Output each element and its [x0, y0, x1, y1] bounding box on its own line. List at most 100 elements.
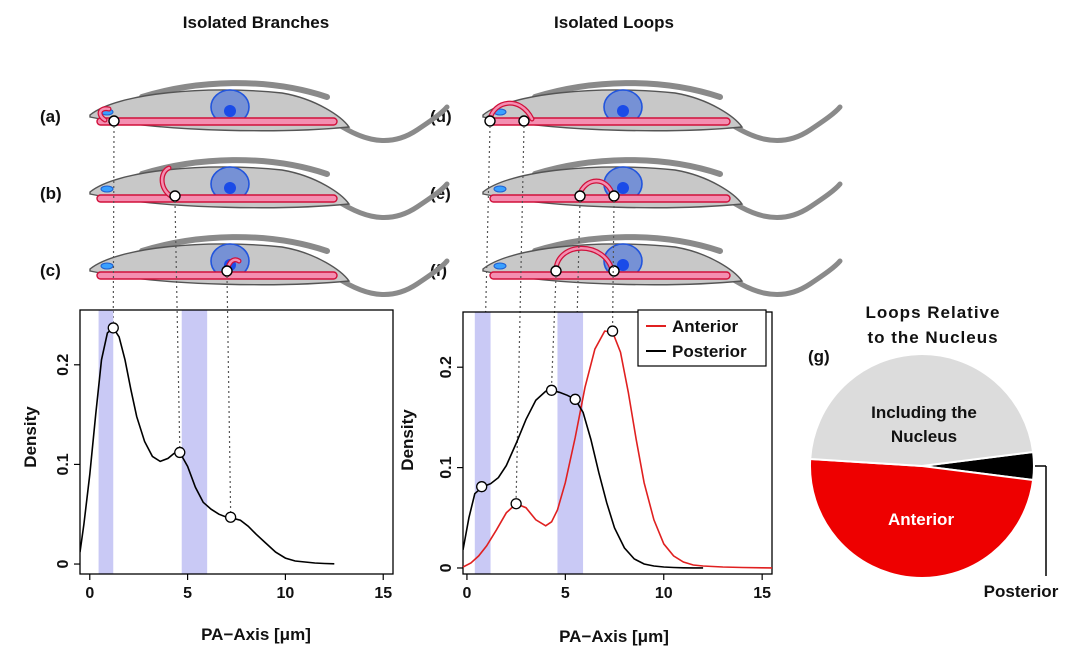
branches-ytick-label-1: 0.1 — [55, 453, 72, 475]
loops-xtick-label-1: 5 — [561, 585, 570, 602]
nucleolus — [224, 105, 236, 117]
branches-xtick-label-3: 15 — [374, 585, 392, 602]
loops-xtick-label-0: 0 — [462, 585, 471, 602]
flagellum-tail — [712, 104, 843, 144]
kinetoplast — [493, 185, 507, 193]
legend-label-posterior: Posterior — [672, 342, 747, 361]
flagellum-ridge — [532, 157, 723, 177]
branches-marker-1 — [174, 446, 186, 459]
branches-xtick-label-0: 0 — [85, 585, 94, 602]
flagellum-tail — [319, 258, 450, 298]
panel-label-g: (g) — [808, 347, 830, 366]
loops-ytick-label-2: 0.2 — [438, 356, 455, 378]
cell-drawing-5 — [482, 234, 843, 298]
connector-line-7 — [611, 200, 615, 327]
loops-ytick-label-0: 0 — [438, 563, 455, 572]
flagellum-ridge — [139, 234, 330, 254]
mitochondrion-tube — [96, 194, 338, 203]
loops-shaded-band-0 — [474, 312, 491, 574]
cell-marker-3 — [484, 115, 496, 127]
loops-xtick-label-3: 15 — [753, 585, 771, 602]
loops-density-plot: 0 5 10 15 0 0.1 0.2 — [438, 311, 773, 602]
loops-ytick-label-1: 0.1 — [438, 456, 455, 478]
flagellum-tail — [712, 258, 843, 298]
cell-drawing-0 — [89, 80, 450, 144]
loops-marker-2 — [545, 384, 558, 396]
loops-xtick-label-2: 10 — [655, 585, 673, 602]
cell-marker-4 — [518, 115, 530, 127]
cell-drawing-4 — [482, 157, 843, 221]
branches-title: Isolated Branches — [183, 13, 329, 32]
cell-marker-0 — [108, 115, 120, 127]
cell-marker-8 — [608, 265, 620, 277]
branches-xtick-label-1: 5 — [183, 585, 192, 602]
pie-slice-0 — [809, 353, 1035, 468]
nucleolus — [224, 182, 236, 194]
pie-title-line1: Loops Relative — [866, 303, 1001, 322]
branches-ytick-label-2: 0.2 — [55, 354, 72, 376]
kinetoplast — [493, 262, 507, 270]
connector-line-0 — [112, 125, 115, 323]
branches-xtick-label-2: 10 — [277, 585, 295, 602]
loops-series-line-0 — [463, 330, 772, 569]
connector-line-5 — [550, 275, 557, 386]
panel-label-d: (d) — [430, 107, 452, 126]
kinetoplast — [100, 185, 114, 193]
branches-plot-frame — [79, 309, 394, 575]
cell-marker-5 — [574, 190, 586, 202]
nucleolus — [617, 182, 629, 194]
loops-shaded-band-1 — [557, 312, 584, 574]
nucleolus — [617, 105, 629, 117]
flagellum-ridge — [139, 80, 330, 100]
loops-marker-0 — [476, 481, 488, 493]
cell-marker-1 — [169, 190, 181, 202]
loops-xlabel: PA−Axis [μm] — [559, 627, 669, 646]
branch-a-fill — [98, 107, 111, 122]
pie-label-including-line1: Including the — [871, 403, 977, 422]
branches-shaded-band-1 — [181, 310, 208, 574]
loop-d-fill — [488, 101, 534, 121]
connector-line-2 — [226, 275, 232, 513]
cell-marker-2 — [221, 265, 233, 277]
panel-label-a: (a) — [40, 107, 61, 126]
cell-drawing-3 — [482, 80, 843, 144]
branches-marker-2 — [224, 511, 237, 523]
branches-marker-0 — [107, 322, 119, 334]
branches-xlabel: PA−Axis [μm] — [201, 625, 311, 644]
legend-box — [637, 309, 767, 367]
pie-label-posterior: Posterior — [984, 582, 1059, 601]
branches-shaded-band-0 — [98, 310, 114, 574]
panel-label-c: (c) — [40, 261, 61, 280]
branches-ytick-label-0: 0 — [55, 559, 72, 568]
branches-ylabel: Density — [21, 406, 40, 468]
legend: Anterior Posterior — [637, 309, 767, 367]
loops-marker-1 — [510, 498, 522, 510]
flagellum-ridge — [532, 234, 723, 254]
loops-title: Isolated Loops — [554, 13, 674, 32]
cell-illustrations — [89, 80, 843, 298]
mitochondrion-tube — [96, 271, 338, 280]
cell-drawing-2 — [89, 234, 450, 298]
cell-drawing-1 — [89, 157, 450, 221]
loops-ylabel: Density — [398, 409, 417, 471]
flagellum-tail — [712, 181, 843, 221]
panel-label-b: (b) — [40, 184, 62, 203]
pie-slice-1 — [808, 457, 1035, 579]
legend-label-anterior: Anterior — [672, 317, 739, 336]
pie-title-line2: to the Nucleus — [867, 328, 998, 347]
loops-marker-4 — [606, 325, 619, 337]
loops-plot-frame — [462, 311, 773, 575]
flagellum-tail — [319, 181, 450, 221]
kinetoplast — [100, 262, 114, 270]
nucleolus — [617, 259, 629, 271]
flagellum-ridge — [532, 80, 723, 100]
mitochondrion-tube — [96, 117, 338, 126]
loops-pie-chart — [808, 353, 1035, 579]
pie-label-including-line2: Nucleus — [891, 427, 957, 446]
flagellum-tail — [319, 104, 450, 144]
pie-label-anterior: Anterior — [888, 510, 955, 529]
flagellum-ridge — [139, 157, 330, 177]
loop-f-fill — [554, 247, 615, 275]
connector-line-1 — [174, 200, 181, 448]
